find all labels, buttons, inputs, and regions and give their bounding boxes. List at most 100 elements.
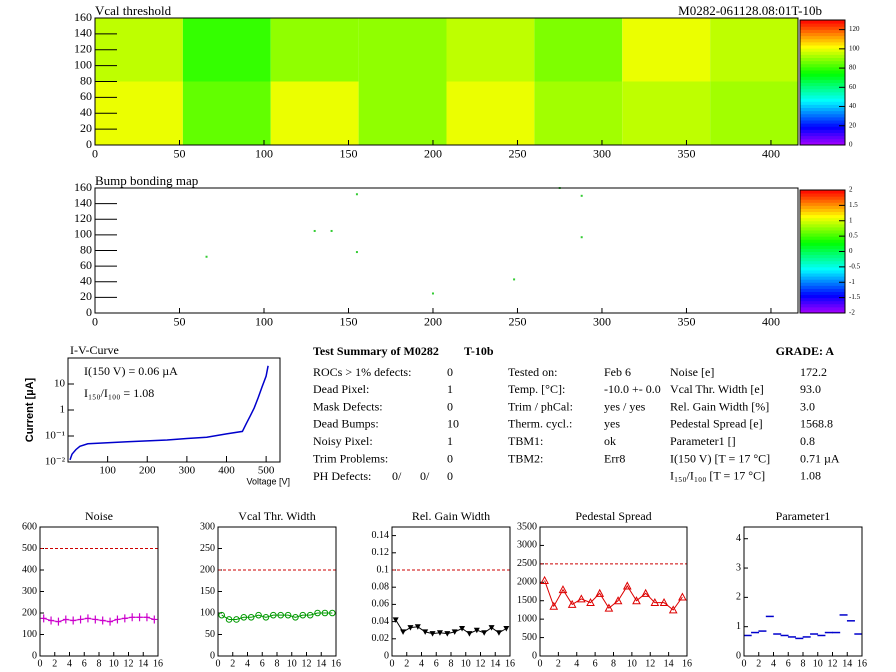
y-tick-label: 100 xyxy=(74,57,92,71)
marker xyxy=(459,625,466,632)
x-tick-label: 12 xyxy=(476,658,486,669)
x-tick-label: 300 xyxy=(593,314,611,328)
result-label: Pedestal Spread [e] xyxy=(670,417,763,431)
x-tick-label: 10 xyxy=(287,658,297,669)
x-tick-label: 0 xyxy=(216,658,221,669)
colorbar-label: 20 xyxy=(849,121,857,129)
x-tick-label: 0 xyxy=(38,658,43,669)
y-tick-label: 1 xyxy=(736,621,741,632)
marker xyxy=(84,614,91,623)
summary-label: Dead Pixel: xyxy=(313,382,369,396)
y-tick-label: 0 xyxy=(736,650,741,661)
colorbar-band xyxy=(800,208,845,213)
summary-value: 0/ xyxy=(392,469,402,483)
colorbar-band xyxy=(800,82,845,87)
x-tick-label: 250 xyxy=(508,146,526,160)
colorbar-band xyxy=(800,38,845,43)
x-tick-label: 100 xyxy=(255,314,273,328)
colorbar-band xyxy=(800,233,845,237)
colorbar-band xyxy=(800,294,845,299)
colorbar-band xyxy=(800,116,845,121)
marker xyxy=(678,592,687,601)
y-tick-label: 3500 xyxy=(517,521,537,532)
colorbar-band xyxy=(800,300,845,305)
colorbar-label: -1.5 xyxy=(849,293,861,301)
x-tick-label: 16 xyxy=(505,658,515,669)
x-tick-label: 2 xyxy=(404,658,409,669)
summary-value: 1 xyxy=(447,434,453,448)
chart-subtitle: M0282-061128.08:01T-10b xyxy=(678,3,822,18)
colorbar-label: -2 xyxy=(849,309,855,317)
y-tick-label: 120 xyxy=(74,42,92,56)
colorbar-band xyxy=(800,211,845,216)
x-tick-label: 2 xyxy=(52,658,57,669)
x-tick-label: 8 xyxy=(275,658,280,669)
x-tick-label: 300 xyxy=(179,464,196,476)
x-tick-label: 16 xyxy=(682,658,692,669)
colorbar-band xyxy=(800,73,845,77)
colorbar-label: 0 xyxy=(849,247,853,255)
condition-label: TBM2: xyxy=(508,451,543,465)
summary-value: 0 xyxy=(447,451,453,465)
plot-frame xyxy=(743,526,863,657)
x-tick-label: 4 xyxy=(245,658,250,669)
y-tick-label: 200 xyxy=(200,564,215,575)
x-tick-label: 0 xyxy=(742,658,747,669)
roc-cell xyxy=(622,18,711,82)
y-tick-label: 2 xyxy=(736,592,741,603)
y-tick-label: 0.02 xyxy=(372,633,390,644)
marker xyxy=(577,594,586,603)
chart-title: Pedestal Spread xyxy=(575,509,651,523)
x-tick-label: 8 xyxy=(449,658,454,669)
colorbar-band xyxy=(800,202,845,206)
x-tick-label: 8 xyxy=(611,658,616,669)
colorbar-band xyxy=(800,132,845,137)
bump-point xyxy=(205,255,208,258)
x-tick-label: 16 xyxy=(857,658,867,669)
colorbar-band xyxy=(800,291,845,296)
profile-line xyxy=(221,612,333,620)
colorbar-band xyxy=(800,205,845,209)
y-tick-label: 20 xyxy=(80,289,92,303)
marker xyxy=(650,598,660,607)
y-tick-label: 500 xyxy=(522,632,537,643)
marker xyxy=(567,599,577,608)
marker xyxy=(314,609,321,617)
y-tick-label: 140 xyxy=(74,26,92,40)
marker xyxy=(444,631,451,637)
result-value: 1.08 xyxy=(800,469,821,483)
y-tick-label: 50 xyxy=(205,629,215,640)
colorbar-band xyxy=(800,110,845,115)
summary-title: Test Summary of M0282 xyxy=(313,344,439,358)
x-tick-label: 14 xyxy=(490,658,500,669)
colorbar-band xyxy=(800,57,845,62)
chart-title: Noise xyxy=(85,509,113,523)
y-tick-label: 160 xyxy=(74,180,92,194)
summary-module: T-10b xyxy=(464,344,494,358)
y-tick-label: 1000 xyxy=(517,613,537,624)
marker xyxy=(321,609,329,617)
y-tick-label: 40 xyxy=(80,105,92,119)
colorbar-band xyxy=(800,76,845,80)
axes: 0 2 4 6 8 10 12 14 16 0 500 1000 1500 2000 2500 3000 350… xyxy=(517,521,692,669)
y-tick-label: 10 xyxy=(54,378,66,390)
x-tick-label: 4 xyxy=(67,658,72,669)
marker xyxy=(292,614,299,621)
colorbar-label: -1 xyxy=(849,278,855,286)
x-tick-label: 12 xyxy=(124,658,134,669)
marker xyxy=(414,624,421,630)
y-tick-label: 10⁻² xyxy=(45,456,66,468)
marker xyxy=(143,613,150,622)
x-tick-label: 16 xyxy=(153,658,163,669)
roc-cell xyxy=(534,18,623,82)
colorbar-band xyxy=(800,269,845,274)
colorbar-band xyxy=(800,273,845,277)
bump-point xyxy=(355,193,358,196)
result-value: 172.2 xyxy=(800,365,827,379)
marker xyxy=(62,615,69,624)
x-tick-label: 2 xyxy=(230,658,235,669)
x-tick-label: 4 xyxy=(771,658,776,669)
marker xyxy=(436,630,443,636)
summary-label: Mask Defects: xyxy=(313,399,383,413)
